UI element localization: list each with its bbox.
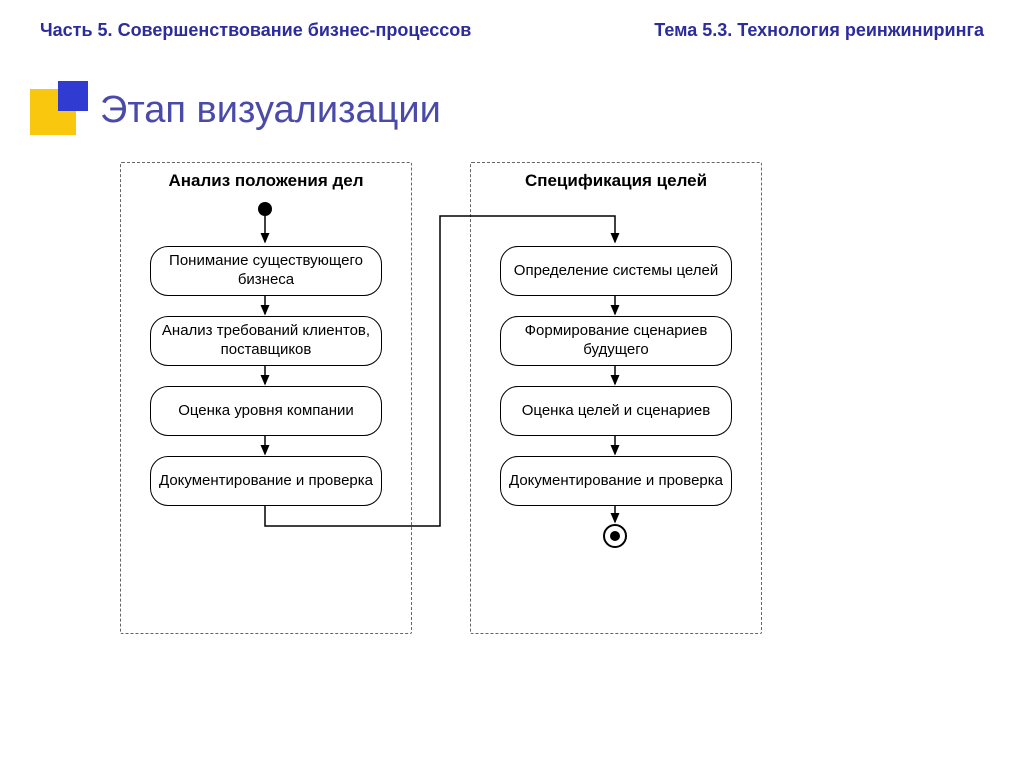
flow-node-left-1: Анализ требований клиентов, поставщиков [150,316,382,366]
end-node-icon [603,524,627,548]
title-area: Этап визуализации [30,81,1024,132]
flow-node-right-3: Документирование и проверка [500,456,732,506]
flow-node-right-1: Формирование сценариев будущего [500,316,732,366]
flow-node-left-3: Документирование и проверка [150,456,382,506]
logo-icon [30,81,100,156]
slide-header: Часть 5. Совершенствование бизнес-процес… [0,0,1024,41]
flow-node-right-0: Определение системы целей [500,246,732,296]
header-left-text: Часть 5. Совершенствование бизнес-процес… [40,20,471,41]
page-title: Этап визуализации [100,81,1024,132]
start-node-icon [258,202,272,216]
swimlane-title-right: Спецификация целей [471,171,761,191]
flow-node-left-0: Понимание существующего бизнеса [150,246,382,296]
swimlane-title-left: Анализ положения дел [121,171,411,191]
header-right-text: Тема 5.3. Технология реинжиниринга [654,20,984,41]
flow-node-left-2: Оценка уровня компании [150,386,382,436]
flow-node-right-2: Оценка целей и сценариев [500,386,732,436]
